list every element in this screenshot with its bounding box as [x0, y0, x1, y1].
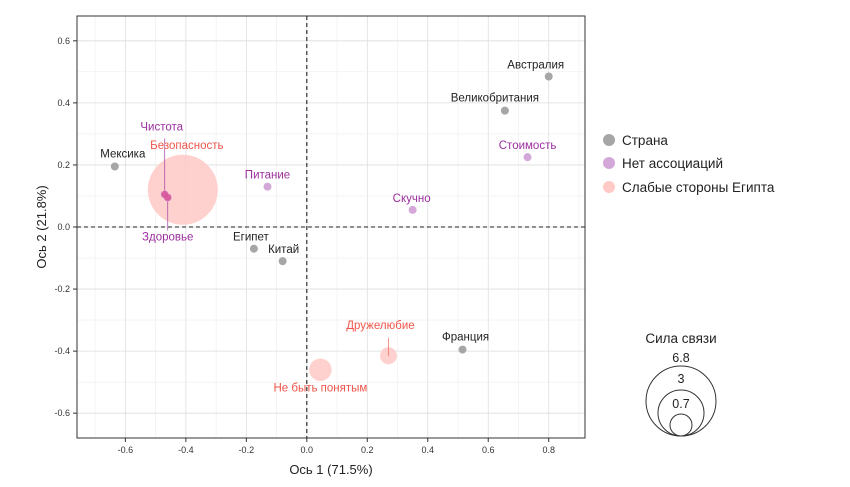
- legend-marker-country: [603, 134, 615, 146]
- point-0-1: [500, 106, 509, 115]
- point-label-0-3: Египет: [233, 232, 270, 244]
- point-label-2-0: Безопасность: [150, 140, 223, 152]
- point-label-1-2: Питание: [245, 170, 290, 182]
- reference-lines: [77, 16, 585, 438]
- legend-marker-weaknesses: [603, 181, 615, 193]
- legend: Страна Нет ассоциаций Слабые стороны Еги…: [603, 133, 775, 195]
- y-tick-label: -0.2: [54, 284, 70, 294]
- y-axis-ticks: 0.6 0.4 0.2 0.0 -0.2 -0.4 -0.6: [54, 36, 77, 418]
- data-points: [110, 72, 553, 354]
- y-tick-label: -0.4: [54, 346, 70, 356]
- point-label-2-1: Дружелюбие: [346, 320, 414, 332]
- x-tick-label: -0.4: [178, 445, 194, 455]
- label-leaders: [164, 138, 389, 356]
- legend-marker-no-association: [603, 157, 615, 169]
- size-legend-title: Сила связи: [645, 331, 716, 346]
- point-0-5: [458, 345, 467, 354]
- size-legend-value-small: 0.7: [672, 397, 689, 411]
- y-tick-label: 0.6: [57, 36, 70, 46]
- point-0-2: [110, 162, 119, 171]
- y-tick-label: 0.2: [57, 160, 70, 170]
- point-label-0-0: Австралия: [507, 60, 564, 72]
- x-tick-label: 0.6: [482, 445, 495, 455]
- size-legend-value-large: 6.8: [672, 351, 689, 365]
- point-0-4: [278, 257, 287, 266]
- x-tick-label: 0.4: [422, 445, 435, 455]
- y-tick-label: 0.0: [57, 222, 70, 232]
- point-labels: Австралия Великобритания Мексика ЕгипетКита…: [100, 60, 564, 395]
- point-0-0: [544, 72, 553, 81]
- size-legend-value-medium: 3: [678, 372, 685, 386]
- bubble-2-2: [309, 358, 332, 381]
- point-0-3: [249, 244, 258, 253]
- size-legend: Сила связи 6.8 3 0.7: [645, 331, 717, 437]
- legend-label-no-association: Нет ассоциаций: [622, 156, 723, 171]
- point-label-0-2: Мексика: [100, 148, 146, 160]
- x-tick-label: 0.0: [301, 445, 314, 455]
- bubbles: [147, 154, 397, 381]
- point-1-3: [408, 205, 417, 214]
- point-1-2: [263, 182, 272, 191]
- x-tick-label: -0.2: [239, 445, 255, 455]
- point-label-1-0: Чистота: [140, 121, 183, 133]
- legend-label-weaknesses: Слабые стороны Египта: [622, 180, 775, 195]
- overlap-marker-1: [164, 194, 172, 202]
- point-label-0-4: Китай: [268, 244, 299, 256]
- point-label-0-1: Великобритания: [451, 93, 539, 105]
- y-tick-label: -0.6: [54, 408, 70, 418]
- y-tick-label: 0.4: [57, 98, 70, 108]
- point-label-2-2: Не быть понятым: [273, 383, 367, 395]
- x-axis-label: Ось 1 (71.5%): [289, 462, 372, 477]
- bubble-2-0: [147, 154, 218, 225]
- point-label-0-5: Франция: [442, 332, 489, 344]
- point-label-1-3: Скучно: [393, 193, 431, 205]
- x-tick-label: -0.6: [118, 445, 134, 455]
- x-axis-ticks: -0.6 -0.4 -0.2 0.0 0.2 0.4 0.6 0.8: [118, 438, 555, 455]
- y-axis-label: Ось 2 (21.8%): [34, 185, 49, 268]
- point-label-1-1: Здоровье: [142, 232, 193, 244]
- point-label-1-4: Стоимость: [499, 140, 557, 152]
- x-tick-label: 0.8: [542, 445, 555, 455]
- size-legend-circle-small: [669, 413, 693, 437]
- legend-label-country: Страна: [622, 133, 668, 148]
- x-tick-label: 0.2: [361, 445, 374, 455]
- point-1-4: [523, 153, 532, 162]
